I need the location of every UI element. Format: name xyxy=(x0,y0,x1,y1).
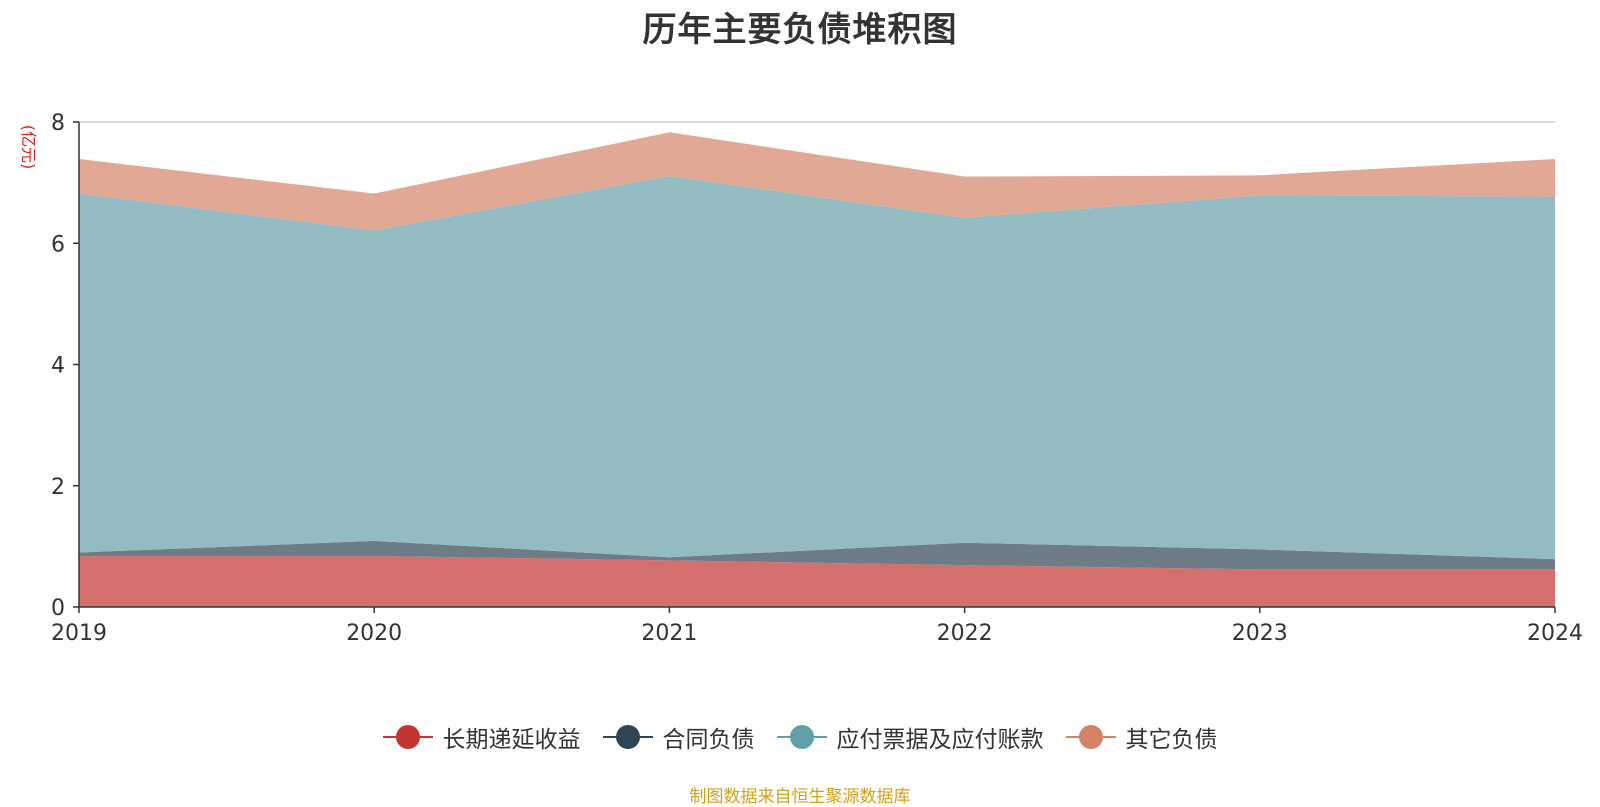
legend: 长期递延收益 合同负债 应付票据及应付账款 其它负债 xyxy=(0,720,1600,754)
legend-item-0[interactable]: 长期递延收益 xyxy=(382,720,581,754)
legend-label: 合同负债 xyxy=(662,727,755,753)
x-tick-label-4: 2023 xyxy=(1232,621,1288,646)
area-series-0 xyxy=(79,556,1555,607)
area-series-layer xyxy=(79,132,1555,607)
legend-marker-icon xyxy=(602,724,653,750)
y-axis-unit-label: (亿元) xyxy=(19,125,38,170)
y-tick-label-3: 6 xyxy=(51,232,65,257)
legend-marker-icon xyxy=(776,724,827,750)
legend-label: 其它负债 xyxy=(1125,727,1218,753)
legend-label: 长期递延收益 xyxy=(442,727,581,753)
x-tick-label-1: 2020 xyxy=(346,621,402,646)
legend-marker-icon xyxy=(1065,724,1116,750)
x-tick-label-2: 2021 xyxy=(641,621,697,646)
source-note: 制图数据来自恒生聚源数据库 xyxy=(689,787,911,807)
legend-item-2[interactable]: 应付票据及应付账款 xyxy=(776,720,1044,754)
y-tick-label-4: 8 xyxy=(51,111,65,136)
area-series-2 xyxy=(79,175,1555,560)
chart-title: 历年主要负债堆积图 xyxy=(642,10,958,50)
legend-marker-icon xyxy=(382,724,433,750)
y-tick-label-2: 4 xyxy=(51,354,65,379)
area-series-3 xyxy=(79,132,1555,231)
x-tick-label-5: 2024 xyxy=(1527,621,1583,646)
tick-labels: 0 2 4 6 8 2019 2020 2021 2022 2023 2024 xyxy=(51,111,1583,646)
legend-label: 应付票据及应付账款 xyxy=(836,727,1044,753)
legend-item-3[interactable]: 其它负债 xyxy=(1065,720,1218,754)
x-tick-label-3: 2022 xyxy=(937,621,993,646)
area-series-1 xyxy=(79,540,1555,570)
x-tick-label-0: 2019 xyxy=(51,621,107,646)
legend-item-1[interactable]: 合同负债 xyxy=(602,720,755,754)
y-tick-label-1: 2 xyxy=(51,475,65,500)
axes xyxy=(73,121,1556,613)
y-tick-label-0: 0 xyxy=(51,596,65,621)
